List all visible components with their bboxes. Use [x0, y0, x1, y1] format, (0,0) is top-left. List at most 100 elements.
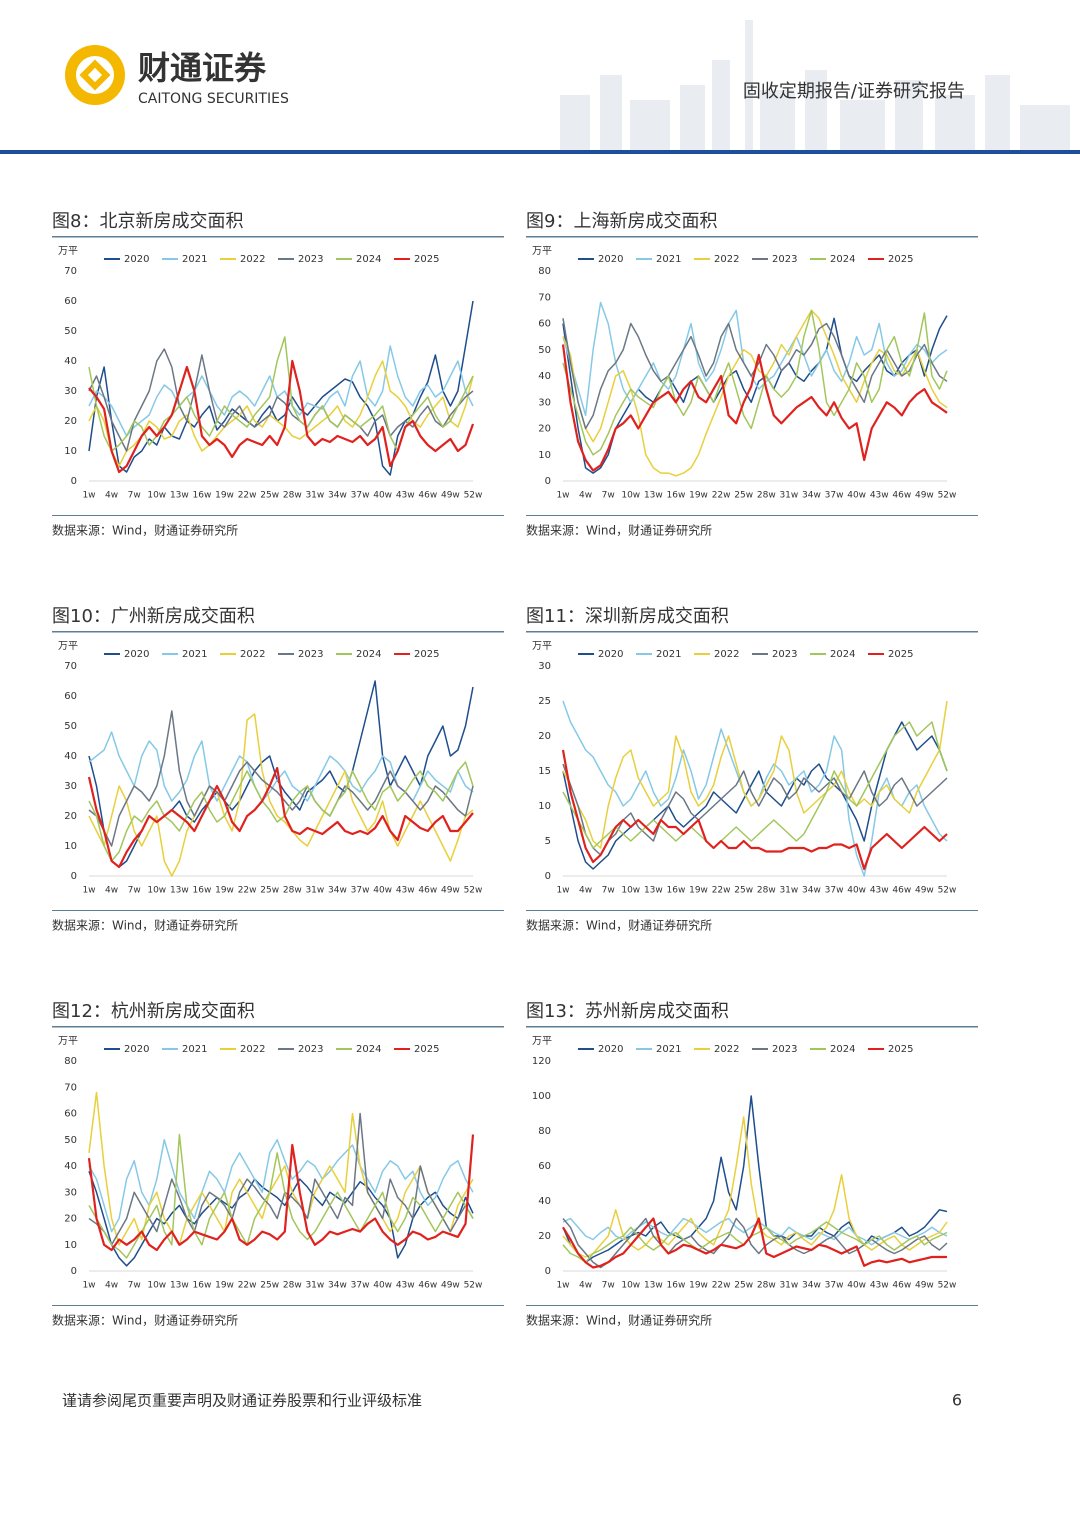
- y-tick-label: 30: [64, 781, 77, 792]
- x-tick-label: 10w: [147, 886, 166, 896]
- report-type: 固收定期报告/证券研究报告: [743, 81, 965, 102]
- x-tick-label: 7w: [602, 491, 615, 501]
- legend-label: 2022: [240, 649, 265, 660]
- y-tick-label: 0: [545, 476, 551, 487]
- legend-label: 2020: [598, 254, 623, 265]
- x-tick-label: 43w: [396, 1281, 415, 1291]
- x-tick-label: 7w: [128, 491, 141, 501]
- x-tick-label: 37w: [351, 491, 370, 501]
- series-line: [88, 336, 474, 452]
- x-tick-label: 7w: [128, 886, 141, 896]
- x-tick-label: 46w: [892, 1281, 911, 1291]
- legend-label: 2021: [182, 649, 207, 660]
- x-tick-label: 37w: [825, 1281, 844, 1291]
- legend-label: 2023: [772, 649, 797, 660]
- x-tick-label: 28w: [283, 886, 302, 896]
- x-tick-label: 25w: [734, 1281, 753, 1291]
- x-tick-label: 46w: [418, 491, 437, 501]
- y-tick-label: 30: [64, 386, 77, 397]
- x-tick-label: 43w: [870, 491, 889, 501]
- legend-label: 2024: [830, 254, 855, 265]
- x-tick-label: 13w: [644, 886, 663, 896]
- x-tick-label: 1w: [556, 1281, 569, 1291]
- y-tick-label: 10: [64, 1240, 77, 1251]
- x-tick-label: 16w: [193, 1281, 212, 1291]
- source-rule: [526, 1305, 978, 1306]
- x-tick-label: 37w: [825, 491, 844, 501]
- legend-label: 2023: [772, 1044, 797, 1055]
- x-tick-label: 13w: [170, 1281, 189, 1291]
- legend-label: 2020: [598, 649, 623, 660]
- x-tick-label: 49w: [915, 491, 934, 501]
- legend-label: 2021: [182, 254, 207, 265]
- series-line: [87, 1134, 475, 1252]
- x-tick-label: 1w: [556, 886, 569, 896]
- series-line: [88, 1139, 474, 1233]
- x-tick-label: 4w: [105, 1281, 118, 1291]
- y-tick-label: 100: [532, 1091, 551, 1102]
- x-tick-label: 13w: [644, 491, 663, 501]
- legend-label: 2024: [830, 1044, 855, 1055]
- x-tick-label: 46w: [418, 886, 437, 896]
- legend-label: 2023: [772, 254, 797, 265]
- x-tick-label: 13w: [170, 886, 189, 896]
- legend-label: 2021: [656, 254, 681, 265]
- y-tick-label: 10: [538, 450, 551, 461]
- x-tick-label: 49w: [441, 886, 460, 896]
- y-tick-label: 20: [538, 424, 551, 435]
- x-tick-label: 4w: [579, 886, 592, 896]
- x-tick-label: 31w: [305, 1281, 324, 1291]
- x-tick-label: 40w: [847, 1281, 866, 1291]
- x-tick-label: 22w: [238, 1281, 257, 1291]
- x-tick-label: 22w: [238, 886, 257, 896]
- y-tick-label: 10: [64, 446, 77, 457]
- y-tick-label: 40: [64, 356, 77, 367]
- x-tick-label: 46w: [418, 1281, 437, 1291]
- x-tick-label: 10w: [621, 886, 640, 896]
- source-rule: [526, 515, 978, 516]
- x-tick-label: 22w: [712, 1281, 731, 1291]
- disclaimer: 谨请参阅尾页重要声明及财通证券股票和行业评级标准: [62, 1392, 422, 1410]
- source-note: 数据来源：Wind，财通证券研究所: [526, 1313, 712, 1328]
- x-tick-label: 49w: [915, 1281, 934, 1291]
- y-tick-label: 50: [64, 326, 77, 337]
- y-tick-label: 50: [538, 345, 551, 356]
- y-tick-label: 80: [538, 1126, 551, 1137]
- y-tick-label: 20: [64, 1214, 77, 1225]
- chart-title: 图9：上海新房成交面积: [526, 211, 717, 232]
- x-tick-label: 28w: [757, 1281, 776, 1291]
- series-line: [561, 749, 948, 871]
- x-tick-label: 19w: [215, 491, 234, 501]
- legend-label: 2023: [298, 1044, 323, 1055]
- source-note: 数据来源：Wind，财通证券研究所: [52, 918, 238, 933]
- legend-label: 2020: [124, 1044, 149, 1055]
- x-tick-label: 4w: [105, 886, 118, 896]
- series-line: [561, 344, 948, 472]
- brand-name: 财通证券: [138, 49, 267, 87]
- legend-label: 2022: [240, 254, 265, 265]
- series-line: [562, 1221, 948, 1264]
- legend-label: 2024: [356, 1044, 381, 1055]
- series-line: [562, 309, 948, 456]
- x-tick-label: 22w: [712, 491, 731, 501]
- x-tick-label: 1w: [82, 491, 95, 501]
- legend-label: 2025: [414, 649, 439, 660]
- x-tick-label: 28w: [283, 1281, 302, 1291]
- series-line: [88, 680, 474, 868]
- x-tick-label: 16w: [193, 886, 212, 896]
- x-tick-label: 7w: [602, 1281, 615, 1291]
- x-tick-label: 19w: [689, 491, 708, 501]
- legend-label: 2025: [888, 1044, 913, 1055]
- x-tick-label: 10w: [147, 491, 166, 501]
- y-tick-label: 20: [538, 1231, 551, 1242]
- y-tick-label: 5: [545, 836, 551, 847]
- x-tick-label: 34w: [802, 1281, 821, 1291]
- title-rule: [526, 631, 978, 633]
- y-tick-label: 80: [64, 1056, 77, 1067]
- x-tick-label: 52w: [464, 491, 483, 501]
- x-tick-label: 7w: [602, 886, 615, 896]
- source-note: 数据来源：Wind，财通证券研究所: [52, 1313, 238, 1328]
- y-tick-label: 15: [538, 766, 551, 777]
- y-tick-label: 120: [532, 1056, 551, 1067]
